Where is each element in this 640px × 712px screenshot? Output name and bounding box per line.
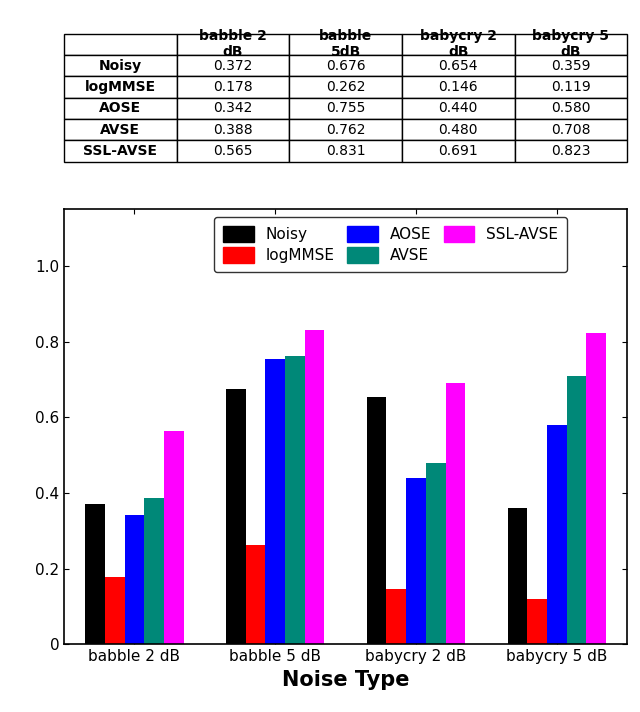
Bar [144,498,164,644]
Bar [125,515,144,644]
Bar [105,577,125,644]
Legend: Noisy, logMMSE, AOSE, AVSE, SSL-AVSE: Noisy, logMMSE, AOSE, AVSE, SSL-AVSE [214,216,568,273]
Bar [406,478,426,644]
Bar [426,463,445,644]
Bar [508,508,527,644]
Bar [285,356,305,644]
Bar [445,383,465,644]
Bar [266,359,285,644]
X-axis label: Noise Type: Noise Type [282,670,410,690]
Bar [586,333,606,644]
Bar [226,389,246,644]
Bar [527,600,547,644]
Bar [367,397,387,644]
Bar [85,503,105,644]
Bar [164,431,184,644]
Bar [246,545,266,644]
Bar [305,330,324,644]
Bar [387,589,406,644]
Bar [566,377,586,644]
Bar [547,425,566,644]
